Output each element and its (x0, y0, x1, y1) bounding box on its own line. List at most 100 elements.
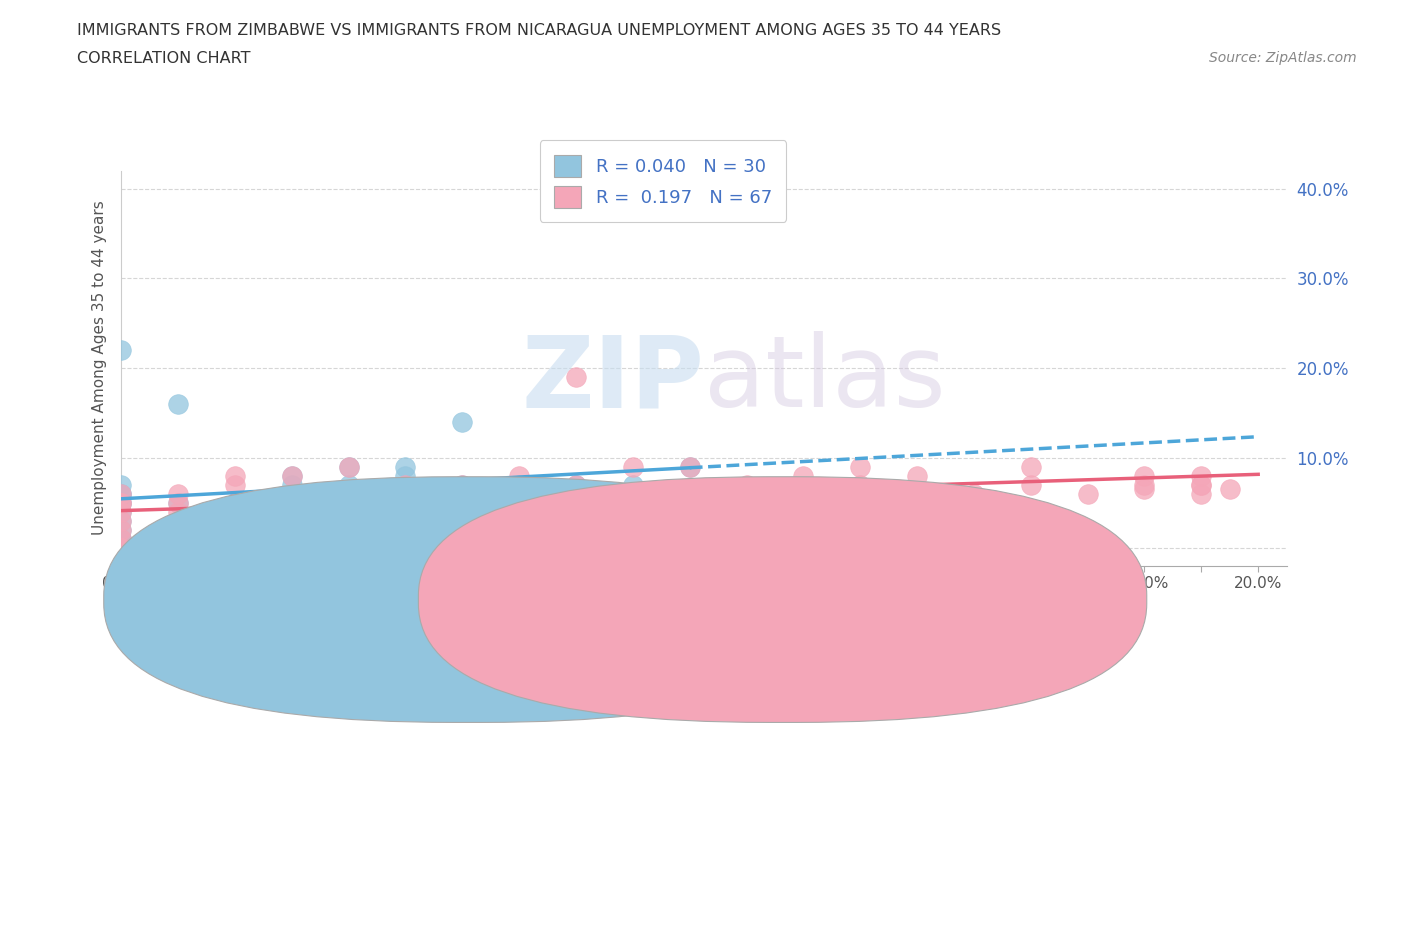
Text: Immigrants from Nicaragua: Immigrants from Nicaragua (803, 591, 1014, 606)
Point (337, 496, 360, 511)
Point (110, 496, 132, 511)
Point (224, 496, 246, 511)
Point (451, 415, 474, 430)
Point (110, 496, 132, 511)
Point (167, 504, 190, 519)
FancyBboxPatch shape (419, 477, 1147, 723)
Point (565, 496, 588, 511)
Point (792, 486, 814, 501)
Point (451, 477, 474, 492)
Point (963, 486, 986, 501)
Point (110, 540, 132, 555)
Point (1077, 486, 1099, 501)
Point (905, 486, 928, 501)
Point (110, 531, 132, 546)
Point (792, 496, 814, 511)
Y-axis label: Unemployment Among Ages 35 to 44 years: Unemployment Among Ages 35 to 44 years (93, 201, 107, 536)
Point (1219, 482, 1241, 497)
Point (110, 540, 132, 555)
Point (167, 396, 190, 411)
Point (110, 496, 132, 511)
Point (337, 504, 360, 519)
Point (167, 496, 190, 511)
Point (224, 496, 246, 511)
Point (1189, 486, 1212, 501)
Point (281, 469, 304, 484)
Point (394, 496, 416, 511)
Point (1189, 477, 1212, 492)
Point (224, 477, 246, 492)
Point (281, 477, 304, 492)
Point (735, 477, 758, 492)
Point (451, 504, 474, 519)
Point (1133, 477, 1156, 492)
Point (1189, 477, 1212, 492)
Point (167, 486, 190, 501)
Point (394, 477, 416, 492)
Point (110, 540, 132, 555)
Point (110, 486, 132, 501)
Point (337, 459, 360, 474)
Point (621, 477, 644, 492)
Point (792, 486, 814, 501)
Point (110, 486, 132, 501)
Point (905, 496, 928, 511)
Point (167, 496, 190, 511)
Point (337, 486, 360, 501)
Point (110, 531, 132, 546)
Point (110, 540, 132, 555)
Point (110, 504, 132, 519)
Text: atlas: atlas (704, 331, 945, 429)
Point (110, 540, 132, 555)
Point (679, 459, 702, 474)
Point (1133, 469, 1156, 484)
Point (110, 513, 132, 528)
Point (110, 342, 132, 357)
Point (337, 477, 360, 492)
Point (281, 469, 304, 484)
Point (565, 477, 588, 492)
Text: Source: ZipAtlas.com: Source: ZipAtlas.com (1209, 51, 1357, 65)
Point (1189, 469, 1212, 484)
Point (110, 496, 132, 511)
Point (565, 369, 588, 384)
Point (394, 459, 416, 474)
Point (1019, 459, 1042, 474)
Point (849, 459, 872, 474)
Text: ZIP: ZIP (522, 331, 704, 429)
Point (224, 504, 246, 519)
Point (110, 540, 132, 555)
Text: IMMIGRANTS FROM ZIMBABWE VS IMMIGRANTS FROM NICARAGUA UNEMPLOYMENT AMONG AGES 35: IMMIGRANTS FROM ZIMBABWE VS IMMIGRANTS F… (77, 23, 1001, 38)
Legend: R = 0.040   N = 30, R =  0.197   N = 67: R = 0.040 N = 30, R = 0.197 N = 67 (540, 140, 786, 222)
Point (451, 477, 474, 492)
FancyBboxPatch shape (104, 477, 832, 723)
Point (110, 540, 132, 555)
Point (281, 496, 304, 511)
Point (735, 496, 758, 511)
Point (1133, 482, 1156, 497)
Point (110, 513, 132, 528)
Point (849, 477, 872, 492)
Point (451, 486, 474, 501)
Point (110, 531, 132, 546)
Point (110, 523, 132, 538)
Point (508, 477, 530, 492)
Point (110, 523, 132, 538)
Point (281, 504, 304, 519)
Point (792, 469, 814, 484)
Point (679, 486, 702, 501)
Point (905, 469, 928, 484)
Point (565, 504, 588, 519)
Text: Immigrants from Zimbabwe: Immigrants from Zimbabwe (488, 591, 702, 606)
Text: CORRELATION CHART: CORRELATION CHART (77, 51, 250, 66)
Point (679, 496, 702, 511)
Point (224, 469, 246, 484)
Point (508, 496, 530, 511)
Point (621, 496, 644, 511)
Point (394, 486, 416, 501)
Point (508, 504, 530, 519)
Point (394, 469, 416, 484)
Point (565, 477, 588, 492)
Point (621, 459, 644, 474)
Point (849, 496, 872, 511)
